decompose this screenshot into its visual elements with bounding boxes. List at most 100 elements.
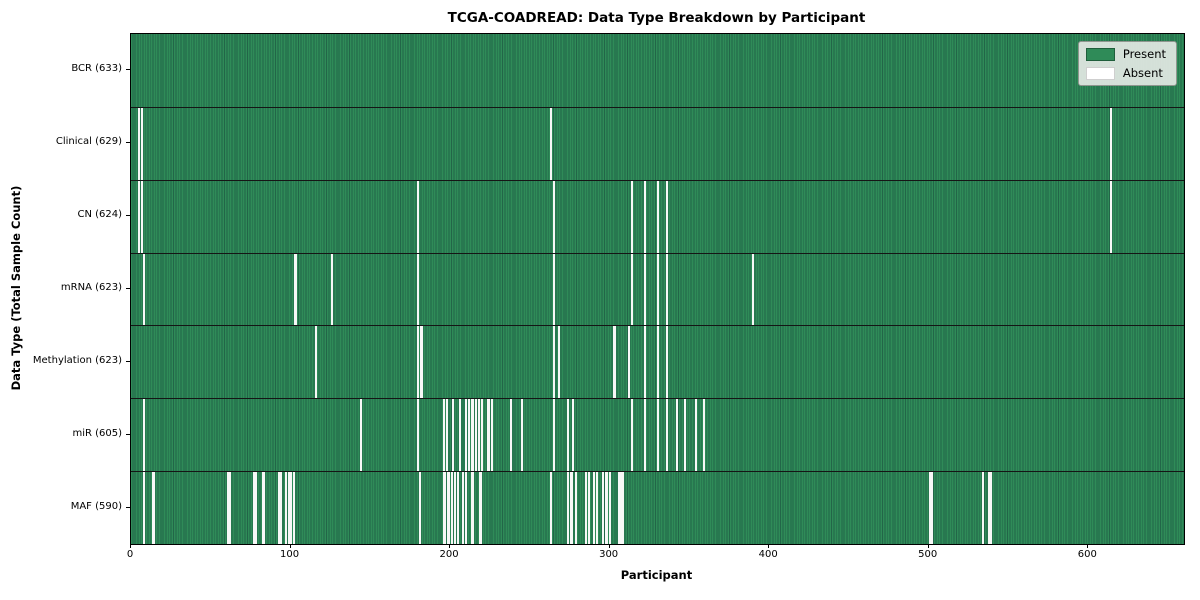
absent-stripe — [474, 398, 477, 472]
y-tick-label-cn: CN (624) — [77, 209, 122, 221]
row-clinical — [131, 106, 1184, 180]
absent-stripe — [630, 179, 634, 253]
absent-stripe — [279, 471, 283, 544]
absent-stripe — [458, 398, 461, 472]
x-tick-mark — [1087, 544, 1089, 548]
row-separator — [131, 398, 1184, 400]
legend: Present Absent — [1077, 41, 1177, 86]
absent-stripe — [487, 398, 490, 472]
absent-stripe — [520, 398, 524, 472]
y-tick-mark — [126, 215, 130, 217]
legend-absent-label: Absent — [1122, 66, 1163, 80]
x-tick-mark — [608, 544, 610, 548]
absent-stripe — [567, 471, 570, 544]
absent-stripe — [142, 252, 145, 326]
absent-stripe — [592, 471, 595, 544]
absent-stripe — [666, 179, 669, 253]
row-cn — [131, 179, 1184, 253]
absent-stripe — [465, 398, 468, 472]
absent-stripe — [141, 179, 144, 253]
absent-stripe — [643, 179, 646, 253]
y-tick-label-clinical: Clinical (629) — [55, 136, 122, 148]
x-tick-mark — [449, 544, 451, 548]
absent-stripe — [619, 471, 622, 544]
absent-stripe — [552, 179, 555, 253]
absent-stripe — [477, 398, 480, 472]
absent-stripe — [595, 471, 599, 544]
absent-stripe — [602, 471, 605, 544]
x-tick-label-600: 600 — [1077, 549, 1097, 560]
x-tick-label-0: 0 — [126, 549, 134, 560]
legend-item-absent: Absent — [1085, 66, 1166, 80]
absent-stripe — [490, 398, 493, 472]
y-tick-label-mrna: mRNA (623) — [60, 282, 122, 293]
absent-stripe — [666, 398, 669, 472]
absent-stripe — [452, 398, 455, 472]
absent-stripe — [552, 252, 555, 326]
absent-stripe — [608, 471, 611, 544]
absent-stripe — [137, 106, 141, 180]
absent-stripe — [557, 325, 560, 399]
absent-stripe — [666, 325, 669, 399]
y-tick-label-maf: MAF (590) — [70, 500, 122, 512]
absent-stripe — [605, 471, 608, 544]
absent-stripe — [468, 398, 471, 472]
absent-stripe — [442, 471, 445, 544]
x-tick-label-200: 200 — [439, 549, 459, 560]
absent-stripe — [618, 471, 621, 544]
absent-stripe — [571, 398, 575, 472]
absent-stripe — [417, 252, 420, 326]
row-separator — [131, 471, 1184, 473]
chart-title: TCGA-COADREAD: Data Type Breakdown by Pa… — [447, 10, 866, 26]
legend-item-present: Present — [1085, 47, 1166, 61]
absent-stripe — [417, 398, 420, 472]
absent-stripe — [417, 179, 420, 253]
absent-stripe — [331, 252, 334, 326]
absent-stripe — [552, 398, 555, 472]
absent-stripe — [621, 471, 624, 544]
absent-stripe — [417, 325, 420, 399]
absent-stripe — [450, 471, 453, 544]
y-tick-mark — [126, 433, 130, 435]
absent-stripe — [142, 471, 145, 544]
absent-stripe — [575, 471, 578, 544]
x-tick-mark — [289, 544, 291, 548]
y-tick-mark — [126, 142, 130, 144]
absent-stripe — [461, 471, 465, 544]
row-mrna — [131, 252, 1184, 326]
absent-stripe — [656, 252, 659, 326]
absent-stripe — [666, 252, 669, 326]
absent-stripe — [228, 471, 232, 544]
absent-stripe — [227, 471, 230, 544]
present-swatch-icon — [1085, 47, 1115, 61]
absent-stripe — [656, 325, 659, 399]
absent-stripe — [656, 398, 659, 472]
absent-stripe — [752, 252, 755, 326]
x-tick-label-300: 300 — [599, 549, 619, 560]
absent-stripe — [479, 471, 482, 544]
row-separator — [131, 325, 1184, 327]
absent-stripe — [471, 471, 474, 544]
absent-stripe — [643, 325, 646, 399]
x-tick-label-500: 500 — [918, 549, 938, 560]
absent-stripe — [587, 471, 591, 544]
absent-stripe — [315, 325, 318, 399]
absent-stripe — [567, 398, 570, 472]
absent-stripe — [570, 471, 573, 544]
x-tick-mark — [768, 544, 770, 548]
absent-stripe — [549, 471, 552, 544]
absent-stripe — [702, 398, 705, 472]
absent-stripe — [627, 325, 630, 399]
absent-stripe — [549, 106, 552, 180]
absent-stripe — [137, 179, 141, 253]
absent-stripe — [457, 471, 460, 544]
absent-stripe — [141, 106, 144, 180]
y-tick-mark — [126, 69, 130, 71]
absent-stripe — [420, 325, 423, 399]
y-tick-mark — [126, 360, 130, 362]
absent-stripe — [152, 471, 155, 544]
absent-stripe — [447, 471, 450, 544]
absent-stripe — [289, 471, 292, 544]
absent-stripe — [418, 471, 421, 544]
